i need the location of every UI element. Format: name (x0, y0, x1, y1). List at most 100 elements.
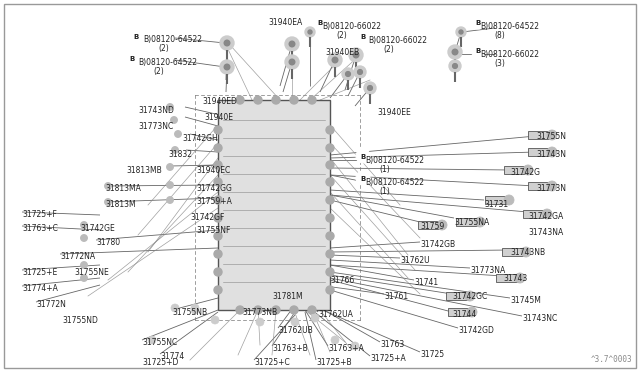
Circle shape (166, 164, 173, 170)
Circle shape (272, 96, 280, 104)
Text: B: B (129, 56, 134, 62)
Text: 31813MB: 31813MB (126, 166, 162, 175)
Circle shape (326, 214, 334, 222)
Circle shape (456, 27, 466, 37)
Text: 31742GA: 31742GA (528, 212, 563, 221)
Text: 31762U: 31762U (400, 256, 429, 265)
Circle shape (81, 234, 88, 241)
FancyBboxPatch shape (446, 292, 470, 300)
Circle shape (191, 306, 199, 314)
Circle shape (236, 306, 244, 314)
Text: 31742GE: 31742GE (80, 224, 115, 233)
Circle shape (471, 43, 485, 57)
Text: 31742GD: 31742GD (458, 326, 494, 335)
Text: B)08120-64522: B)08120-64522 (143, 35, 202, 44)
Circle shape (214, 161, 222, 169)
Text: 31773NA: 31773NA (470, 266, 505, 275)
Circle shape (214, 232, 222, 240)
Text: 31940EB: 31940EB (325, 48, 359, 57)
Circle shape (437, 220, 447, 230)
Text: 31741: 31741 (414, 278, 438, 287)
Circle shape (308, 306, 316, 314)
Text: 31763+A: 31763+A (328, 344, 364, 353)
Text: 31940ED: 31940ED (202, 97, 237, 106)
Circle shape (171, 304, 179, 312)
Text: 31755NF: 31755NF (196, 226, 230, 235)
Circle shape (342, 68, 354, 80)
Circle shape (214, 214, 222, 222)
Circle shape (349, 48, 363, 62)
Text: 31774: 31774 (160, 352, 184, 361)
Text: B: B (476, 48, 481, 54)
Circle shape (332, 57, 338, 63)
FancyBboxPatch shape (485, 196, 509, 204)
Circle shape (326, 178, 334, 186)
Text: 31742GH: 31742GH (182, 134, 218, 143)
Text: B: B (360, 176, 365, 182)
Text: 31766: 31766 (330, 276, 355, 285)
Circle shape (214, 178, 222, 186)
Text: 31755NB: 31755NB (172, 308, 207, 317)
Circle shape (166, 103, 173, 110)
Circle shape (358, 70, 362, 74)
Text: 31725+B: 31725+B (316, 358, 351, 367)
Text: 31744: 31744 (452, 310, 476, 319)
Text: B)08120-66022: B)08120-66022 (322, 22, 381, 31)
FancyBboxPatch shape (504, 166, 528, 174)
Text: 31725+D: 31725+D (142, 358, 179, 367)
Text: 31755NA: 31755NA (454, 218, 489, 227)
Circle shape (467, 307, 477, 317)
Circle shape (353, 52, 359, 58)
Text: 31772NA: 31772NA (60, 252, 95, 261)
Circle shape (364, 82, 376, 94)
Circle shape (356, 171, 370, 185)
Circle shape (170, 116, 177, 124)
Circle shape (326, 232, 334, 240)
FancyBboxPatch shape (502, 248, 526, 256)
Circle shape (521, 247, 531, 257)
Text: 31763+B: 31763+B (272, 344, 308, 353)
Text: B)08120-64522: B)08120-64522 (365, 156, 424, 165)
Text: B: B (360, 34, 365, 40)
Text: 31772N: 31772N (36, 300, 66, 309)
Circle shape (448, 45, 462, 59)
Circle shape (326, 286, 334, 294)
Text: 31780: 31780 (96, 238, 120, 247)
Text: 31940EA: 31940EA (268, 18, 302, 27)
Circle shape (104, 183, 111, 189)
Circle shape (328, 53, 342, 67)
Text: (2): (2) (383, 45, 394, 54)
FancyBboxPatch shape (218, 100, 330, 310)
Text: B: B (317, 20, 323, 26)
Circle shape (291, 318, 299, 326)
Text: 31725+A: 31725+A (370, 354, 406, 363)
Text: 31773NC: 31773NC (138, 122, 173, 131)
Text: (8): (8) (494, 31, 505, 40)
Circle shape (311, 314, 319, 322)
FancyBboxPatch shape (456, 218, 480, 226)
Text: 31743NA: 31743NA (528, 228, 563, 237)
Circle shape (504, 195, 514, 205)
Text: B)08120-66022: B)08120-66022 (480, 50, 539, 59)
FancyBboxPatch shape (528, 148, 552, 156)
Circle shape (356, 29, 370, 43)
Circle shape (326, 144, 334, 152)
Text: 31813MA: 31813MA (105, 184, 141, 193)
Circle shape (166, 196, 173, 203)
Text: 31742GF: 31742GF (190, 213, 225, 222)
Circle shape (220, 36, 234, 50)
Text: 31745M: 31745M (510, 296, 541, 305)
FancyBboxPatch shape (496, 274, 520, 282)
Text: 31742G: 31742G (510, 168, 540, 177)
Text: 31773N: 31773N (536, 184, 566, 193)
Circle shape (175, 131, 182, 138)
Circle shape (452, 64, 458, 68)
Circle shape (308, 30, 312, 34)
Circle shape (471, 15, 485, 29)
Circle shape (289, 59, 295, 65)
Circle shape (214, 144, 222, 152)
Circle shape (465, 291, 475, 301)
Text: B)08120-64522: B)08120-64522 (138, 58, 197, 67)
Circle shape (475, 217, 485, 227)
Text: 31813M: 31813M (105, 200, 136, 209)
